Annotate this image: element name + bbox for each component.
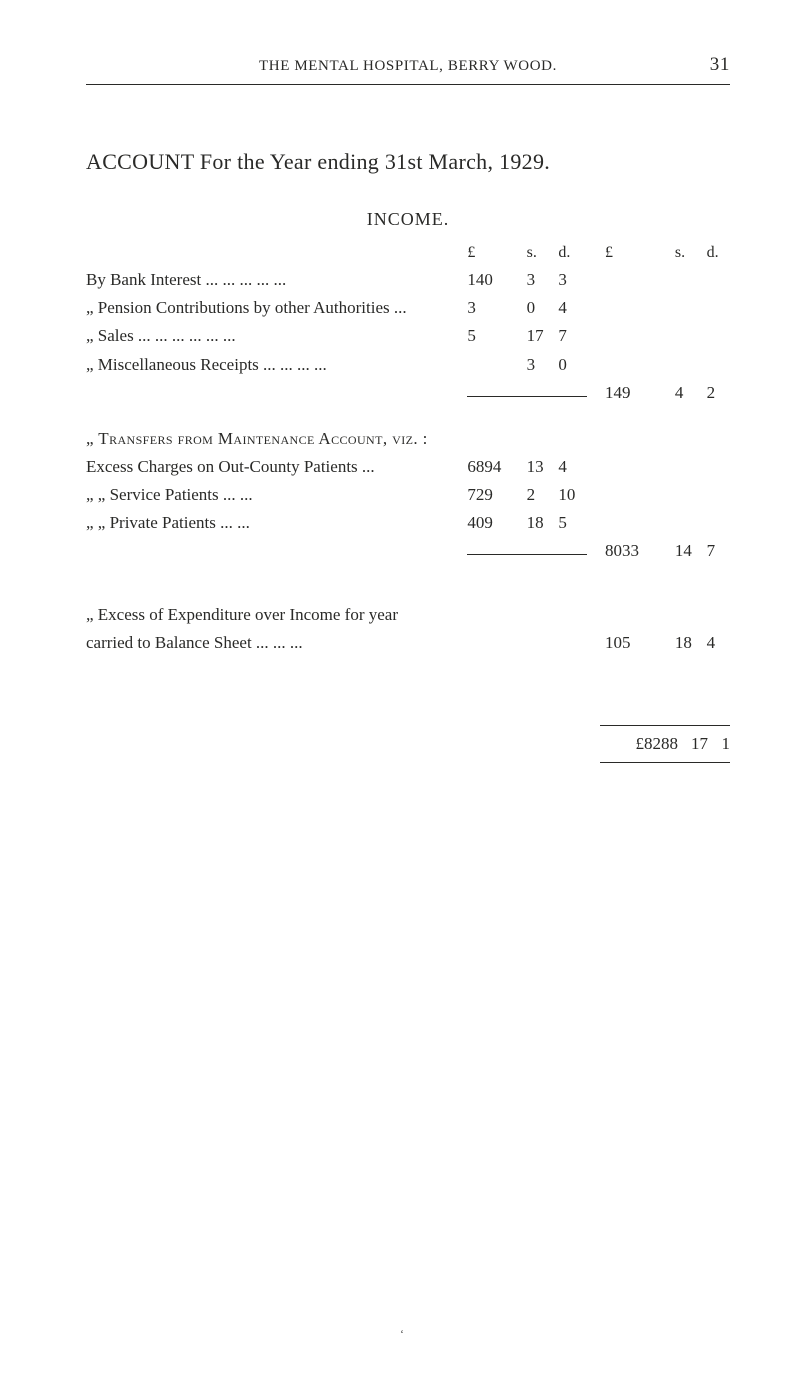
excess-row-2: carried to Balance Sheet ... ... ... 105…	[86, 629, 730, 657]
grand-total-d: 1	[708, 734, 730, 754]
row-s: 3	[527, 351, 559, 379]
excess-l: 105	[605, 629, 675, 657]
inner-l: £	[467, 240, 526, 266]
subtotal-rule	[467, 554, 587, 556]
running-title: THE MENTAL HOSPITAL, BERRY WOOD.	[126, 58, 690, 75]
excess-desc-1: „ Excess of Expenditure over Income for …	[86, 601, 730, 629]
row-desc: „ Pension Contributions by other Authori…	[86, 294, 467, 322]
inner-s: s.	[527, 240, 559, 266]
subtotal-l: 8033	[605, 537, 675, 565]
table-row: „ „ Service Patients ... ... 729 2 10	[86, 481, 730, 509]
table-row: By Bank Interest ... ... ... ... ... 140…	[86, 266, 730, 294]
row-desc: Excess Charges on Out-County Patients ..…	[86, 453, 467, 481]
row-l: 729	[467, 481, 526, 509]
table-row: „ Miscellaneous Receipts ... ... ... ...…	[86, 351, 730, 379]
row-l: 5	[467, 322, 526, 350]
row-l: 140	[467, 266, 526, 294]
row-d: 4	[558, 294, 586, 322]
lsd-header-row: £ s. d. £ s. d.	[86, 240, 730, 266]
row-desc: „ Miscellaneous Receipts ... ... ... ...	[86, 351, 467, 379]
excess-s: 18	[675, 629, 707, 657]
subtotal-s: 14	[675, 537, 707, 565]
row-d: 7	[558, 322, 586, 350]
row-d: 3	[558, 266, 586, 294]
grand-total-l: £8288	[612, 734, 678, 754]
row-s: 2	[527, 481, 559, 509]
table-row: „ Sales ... ... ... ... ... ... 5 17 7	[86, 322, 730, 350]
outer-l: £	[605, 240, 675, 266]
inner-d: d.	[558, 240, 586, 266]
subtotal-rule	[467, 396, 587, 398]
row-d: 5	[558, 509, 586, 537]
transfers-heading: „ Transfers from Maintenance Account, vi…	[86, 425, 730, 453]
row-s: 13	[527, 453, 559, 481]
header-rule	[86, 84, 730, 85]
row-desc: By Bank Interest ... ... ... ... ...	[86, 266, 467, 294]
row-d: 10	[558, 481, 586, 509]
row-s: 17	[527, 322, 559, 350]
excess-row-1: „ Excess of Expenditure over Income for …	[86, 601, 730, 629]
row-s: 0	[527, 294, 559, 322]
row-desc: „ „ Service Patients ... ...	[86, 481, 467, 509]
subtotal-l: 149	[605, 379, 675, 407]
row-d: 0	[558, 351, 586, 379]
grand-total-s: 17	[678, 734, 708, 754]
row-s: 18	[527, 509, 559, 537]
income-heading: INCOME.	[86, 209, 730, 230]
subtotal-s: 4	[675, 379, 707, 407]
subtotal-d: 2	[707, 379, 730, 407]
page: THE MENTAL HOSPITAL, BERRY WOOD. 31 ACCO…	[0, 0, 800, 1392]
excess-desc-2: carried to Balance Sheet ... ... ...	[86, 629, 467, 657]
total-rule-bottom	[600, 762, 730, 763]
income-table: £ s. d. £ s. d. By Bank Interest ... ...…	[86, 240, 730, 657]
running-head: THE MENTAL HOSPITAL, BERRY WOOD. 31	[86, 54, 730, 76]
subtotal-row: 8033 14 7	[86, 537, 730, 565]
row-desc: „ Sales ... ... ... ... ... ...	[86, 322, 467, 350]
row-d: 4	[558, 453, 586, 481]
total-rule-top	[600, 725, 730, 726]
page-number: 31	[690, 54, 730, 76]
table-row: „ „ Private Patients ... ... 409 18 5	[86, 509, 730, 537]
row-desc: „ „ Private Patients ... ...	[86, 509, 467, 537]
row-l: 409	[467, 509, 526, 537]
outer-d: d.	[707, 240, 730, 266]
row-l: 3	[467, 294, 526, 322]
row-l: 6894	[467, 453, 526, 481]
subtotal-row: 149 4 2	[86, 379, 730, 407]
table-row: „ Pension Contributions by other Authori…	[86, 294, 730, 322]
table-row: Excess Charges on Out-County Patients ..…	[86, 453, 730, 481]
subtotal-d: 7	[707, 537, 730, 565]
footer-mark: ‘	[400, 1327, 404, 1342]
row-s: 3	[527, 266, 559, 294]
excess-d: 4	[707, 629, 730, 657]
outer-s: s.	[675, 240, 707, 266]
row-l	[467, 351, 526, 379]
grand-total-block: £8288 17 1	[86, 727, 730, 763]
account-title: ACCOUNT For the Year ending 31st March, …	[86, 149, 730, 175]
transfers-heading-row: „ Transfers from Maintenance Account, vi…	[86, 425, 730, 453]
